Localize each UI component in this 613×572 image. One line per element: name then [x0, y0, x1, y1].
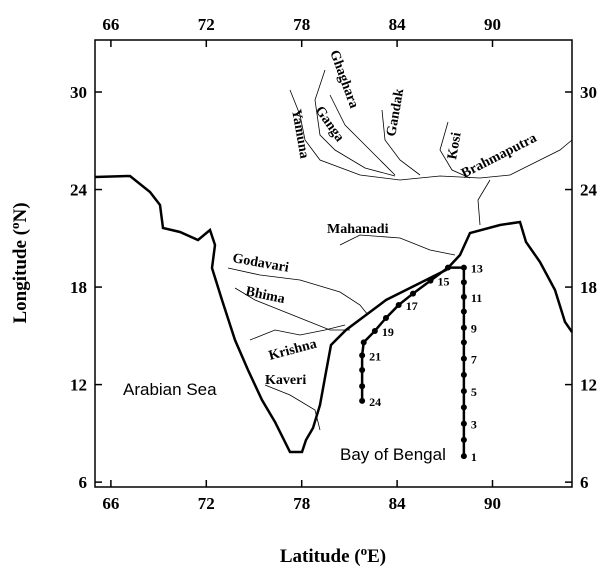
x-tick-label: 78: [293, 15, 310, 34]
x-tick-label: 66: [102, 494, 119, 513]
station: [460, 404, 467, 411]
station: [359, 397, 366, 404]
station: [460, 279, 467, 286]
station: [460, 308, 467, 315]
y-tick-label: 12: [580, 376, 597, 395]
sea-label: Bay of Bengal: [340, 445, 446, 464]
river-label: Ganga: [312, 104, 347, 145]
river-label: Mahanadi: [327, 222, 389, 237]
coastline: [94, 174, 574, 454]
plot-frame: [94, 39, 573, 488]
y-axis-label-part: N): [10, 202, 31, 222]
station-label: 11: [471, 291, 482, 305]
x-tick-label: 84: [389, 15, 407, 34]
station: [395, 301, 402, 308]
y-axis-label: Longitude (oN): [7, 202, 31, 323]
sea-label: Arabian Sea: [123, 380, 217, 399]
x-tick-label: 78: [293, 494, 310, 513]
x-axis-label-part: Latitude (: [280, 546, 361, 567]
station: [460, 453, 467, 460]
river-label: Gandak: [384, 87, 407, 137]
station: [460, 420, 467, 427]
station-label: 24: [369, 395, 381, 409]
station: [359, 383, 366, 390]
x-tick-label: 66: [102, 15, 119, 34]
y-tick-label: 18: [580, 278, 597, 297]
station: [460, 264, 467, 271]
y-tick-label: 18: [70, 278, 87, 297]
station-label: 3: [471, 418, 477, 432]
station: [460, 293, 467, 300]
river-label: Ghaghara: [326, 48, 361, 110]
station: [382, 314, 389, 321]
station-label: 17: [406, 299, 418, 313]
station-label: 15: [437, 275, 449, 289]
x-axis-label: Latitude (oE): [280, 543, 386, 567]
station-label: 9: [471, 322, 477, 336]
station: [359, 352, 366, 359]
station: [427, 277, 434, 284]
river-label: Krishna: [267, 337, 318, 364]
x-axis-label-part: o: [361, 543, 368, 558]
x-tick-label: 90: [484, 15, 501, 34]
station: [460, 324, 467, 331]
station: [359, 366, 366, 373]
river-label: Kosi: [445, 131, 465, 161]
y-axis-label-part: o: [7, 223, 22, 230]
station-label: 7: [471, 353, 477, 367]
y-tick-label: 12: [70, 376, 87, 395]
x-axis-label-part: E): [367, 546, 386, 567]
station: [371, 327, 378, 334]
rivers: [227, 69, 573, 431]
station: [460, 388, 467, 395]
station-label: 13: [471, 262, 483, 276]
y-tick-label: 6: [79, 473, 88, 492]
y-tick-label: 24: [70, 181, 88, 200]
river-label: Brahmaputra: [459, 131, 539, 182]
y-axis-label-part: Longitude (: [10, 229, 31, 324]
station: [460, 436, 467, 443]
station: [360, 339, 367, 346]
river-label: Yamuna: [288, 108, 311, 160]
station-label: 1: [471, 450, 477, 464]
river-label: Godavari: [231, 251, 290, 276]
station: [444, 264, 451, 271]
station: [460, 371, 467, 378]
x-tick-label: 72: [198, 15, 215, 34]
station: [410, 290, 416, 297]
station: [460, 339, 467, 346]
y-tick-label: 30: [580, 83, 597, 102]
river-label: Kaveri: [265, 373, 306, 388]
station-label: 19: [382, 325, 394, 339]
station: [460, 355, 467, 362]
station-label: 21: [369, 349, 381, 363]
x-tick-label: 72: [198, 494, 215, 513]
station-label: 5: [471, 385, 477, 399]
x-tick-label: 84: [389, 494, 407, 513]
y-tick-label: 30: [70, 83, 87, 102]
x-tick-label: 90: [484, 494, 501, 513]
y-tick-label: 24: [580, 181, 598, 200]
y-tick-label: 6: [580, 473, 589, 492]
